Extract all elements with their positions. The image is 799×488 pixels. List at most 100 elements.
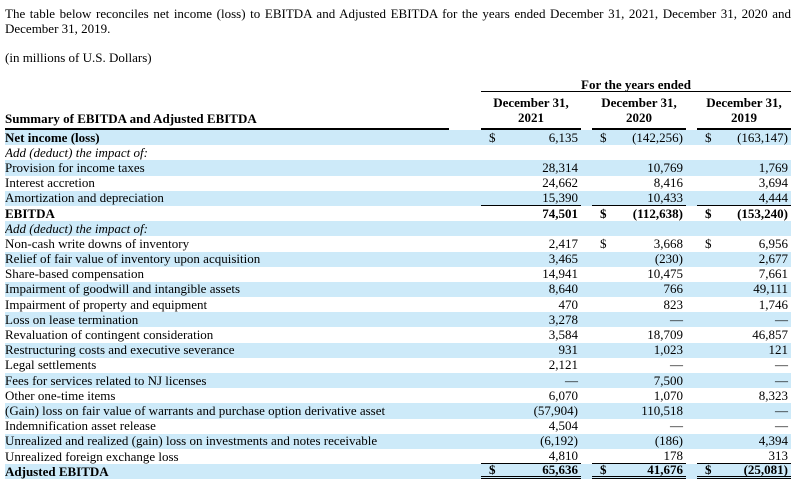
cell-value: 766 — [663, 281, 684, 297]
value-cell — [592, 221, 686, 236]
dollar-sign: $ — [705, 235, 712, 251]
cell-value: 14,941 — [542, 266, 578, 282]
table-column-header-row: Summary of EBITDA and Adjusted EBITDA De… — [5, 92, 791, 130]
value-cell: $65,636 — [481, 462, 581, 480]
value-cell — [697, 145, 791, 160]
value-cell: 4,810 — [481, 448, 581, 465]
cell-value: 10,475 — [647, 266, 683, 282]
cell-value: 3,278 — [548, 311, 578, 327]
column-header-line1: December 31, — [493, 95, 569, 110]
value-cell: 49,111 — [697, 281, 791, 297]
value-cell: 3,278 — [481, 312, 581, 327]
value-cell — [481, 221, 581, 236]
value-cell: 178 — [592, 448, 686, 465]
value-cell: 4,504 — [481, 418, 581, 434]
cell-value: 6,956 — [758, 235, 788, 251]
cell-value: 4,444 — [758, 189, 788, 205]
cell-value: 10,769 — [647, 159, 683, 175]
value-cell: $6,956 — [697, 236, 791, 251]
value-cell: 2,417 — [481, 236, 581, 251]
row-label: Add (deduct) the impact of: — [5, 221, 148, 236]
cell-value: 7,661 — [758, 266, 788, 282]
value-cell: — — [697, 373, 791, 388]
cell-value: 2,121 — [548, 357, 578, 373]
value-cell: 14,941 — [481, 266, 581, 282]
dollar-sign: $ — [600, 129, 607, 145]
table-row: Other one-time items 6,070 1,070 8,323 — [5, 388, 791, 403]
cell-value: 4,810 — [548, 448, 578, 464]
value-cell: 470 — [481, 297, 581, 312]
value-cell: 4,394 — [697, 433, 791, 449]
value-cell: 823 — [592, 297, 686, 312]
value-cell: 1,769 — [697, 160, 791, 175]
column-header-line2: 2020 — [626, 110, 652, 125]
column-header-2020: December 31, 2020 — [592, 92, 686, 130]
cell-value: 46,857 — [752, 327, 788, 343]
dollar-sign: $ — [705, 129, 712, 145]
value-cell: 24,662 — [481, 175, 581, 191]
dollar-sign: $ — [489, 129, 496, 145]
cell-value: 110,518 — [641, 402, 683, 418]
table-row: Amortization and depreciation 15,390 10,43… — [5, 189, 791, 206]
row-label: Legal settlements — [5, 357, 97, 373]
intro-paragraph: The table below reconciles net income (l… — [5, 6, 791, 36]
cell-value: 4,504 — [548, 418, 578, 434]
value-cell: 46,857 — [697, 327, 791, 342]
cell-value: 3,584 — [548, 327, 578, 343]
row-label: Impairment of goodwill and intangible as… — [5, 281, 241, 297]
cell-value: 1,746 — [758, 296, 788, 312]
value-cell: 110,518 — [592, 403, 686, 418]
value-cell: 2,677 — [697, 251, 791, 267]
cell-value: 24,662 — [542, 175, 578, 191]
value-cell: — — [592, 418, 686, 434]
cell-value: (186) — [654, 433, 683, 449]
value-cell: 1,070 — [592, 388, 686, 403]
cell-value: (112,638) — [632, 205, 683, 221]
cell-value: 28,314 — [542, 159, 578, 175]
row-label: Provision for income taxes — [5, 160, 145, 175]
cell-value: 931 — [558, 342, 579, 358]
value-cell — [481, 145, 581, 160]
value-cell: $3,668 — [592, 236, 686, 251]
cell-value: 8,640 — [548, 281, 578, 297]
cell-value: (142,256) — [632, 129, 683, 145]
value-cell: 931 — [481, 342, 581, 358]
cell-value: (230) — [654, 251, 683, 267]
cell-value: — — [670, 311, 683, 327]
units-note: (in millions of U.S. Dollars) — [5, 50, 152, 65]
cell-value: — — [775, 357, 788, 373]
value-cell: $41,676 — [592, 462, 686, 480]
table-row: Restructuring costs and executive severa… — [5, 342, 791, 358]
cell-value: — — [670, 418, 683, 434]
years-group-header: For the years ended — [481, 78, 791, 92]
summary-header: Summary of EBITDA and Adjusted EBITDA — [5, 92, 449, 130]
value-cell: 766 — [592, 281, 686, 297]
table-row: Add (deduct) the impact of: — [5, 221, 791, 237]
cell-value: (153,240) — [737, 205, 788, 221]
value-cell: 3,584 — [481, 327, 581, 342]
value-cell: — — [481, 373, 581, 388]
row-label: Fees for services related to NJ licenses — [5, 373, 207, 388]
value-cell: 10,769 — [592, 160, 686, 175]
cell-value: 49,111 — [753, 281, 788, 297]
cell-value: (25,081) — [743, 462, 788, 478]
value-cell: 10,475 — [592, 266, 686, 282]
table-row: Adjusted EBITDA $65,636 $41,676 $ (25,081) — [5, 462, 791, 480]
column-header-line1: December 31, — [706, 95, 782, 110]
cell-value: — — [670, 357, 683, 373]
cell-value: 3,668 — [653, 235, 683, 251]
cell-value: 8,323 — [758, 387, 788, 403]
value-cell: — — [592, 312, 686, 327]
value-cell: 121 — [697, 342, 791, 358]
value-cell: 6,070 — [481, 388, 581, 403]
table-row: Provision for income taxes 28,314 10,769 1,… — [5, 159, 791, 176]
cell-value: 121 — [768, 342, 789, 358]
table-row: Unrealized foreign exchange loss 4,810 178… — [5, 448, 791, 465]
table-row: Non-cash write downs of inventory 2,417 $3… — [5, 236, 791, 251]
row-label: Loss on lease termination — [5, 312, 139, 327]
column-header-2019: December 31, 2019 — [697, 92, 791, 130]
cell-value: 178 — [663, 448, 684, 464]
value-cell: — — [697, 312, 791, 327]
cell-value: 18,709 — [647, 327, 683, 343]
table-row: Legal settlements 2,121 — — — [5, 357, 791, 373]
